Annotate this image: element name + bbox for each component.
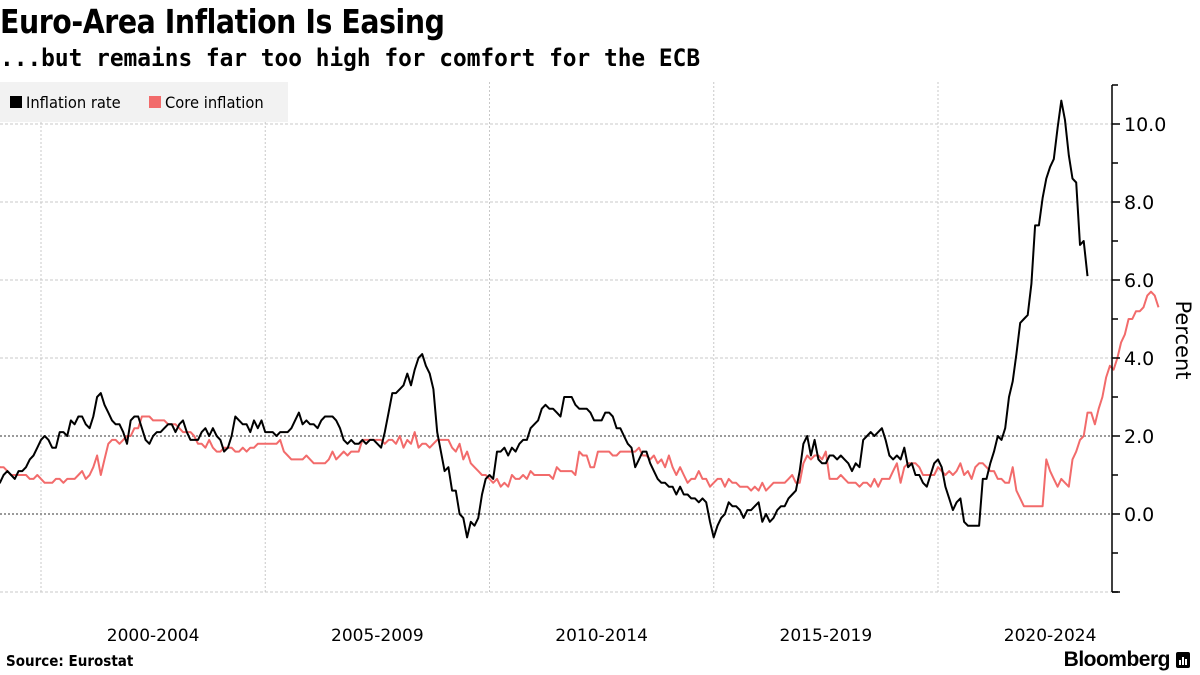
core-inflation-line: [0, 290, 1160, 508]
legend-swatch-core-inflation: [148, 96, 161, 108]
brand-name: Bloomberg: [1063, 648, 1171, 671]
x-tick-label: 2015-2019: [780, 626, 873, 646]
x-tick-label: 2005-2009: [331, 626, 424, 646]
source-note: Source: Eurostat: [6, 652, 134, 670]
horizontal-gridlines: [0, 123, 1112, 593]
legend-swatch-inflation-rate: [10, 96, 22, 108]
y-tick-label: 0.0: [1124, 504, 1154, 526]
bloomberg-chart-icon: [1176, 652, 1190, 668]
legend-label: Core inflation: [164, 92, 264, 112]
chart-title: Euro-Area Inflation Is Easing: [0, 2, 445, 41]
y-tick-label: 6.0: [1124, 270, 1154, 292]
x-tick-label: 2010-2014: [555, 626, 648, 646]
series-lines: [0, 99, 1160, 539]
y-axis-label: Percent: [1171, 300, 1195, 379]
legend-label: Inflation rate: [26, 92, 121, 112]
legend-item-core-inflation[interactable]: Core inflation: [148, 92, 272, 112]
vertical-gridlines: [40, 82, 939, 592]
y-axis: [1111, 84, 1120, 593]
y-tick-label: 8.0: [1124, 192, 1154, 214]
legend-item-inflation-rate[interactable]: Inflation rate: [10, 93, 129, 112]
y-tick-label: 4.0: [1124, 348, 1154, 370]
chart-subtitle: ...but remains far too high for comfort …: [0, 44, 701, 72]
x-tick-labels: 2000-2004 2005-2009 2010-2014 2015-2019 2020…: [107, 626, 1097, 646]
x-tick-label: 2000-2004: [107, 626, 200, 646]
legend: Inflation rate Core inflation: [0, 82, 288, 122]
y-tick-labels: 0.0 2.0 4.0 6.0 8.0 10.0: [1124, 114, 1166, 526]
inflation-rate-line: [0, 99, 1089, 539]
bloomberg-logo: Bloomberg: [1064, 648, 1190, 672]
x-tick-label: 2020-2024: [1004, 626, 1097, 646]
y-tick-label: 10.0: [1124, 114, 1166, 136]
y-tick-label: 2.0: [1124, 426, 1154, 448]
